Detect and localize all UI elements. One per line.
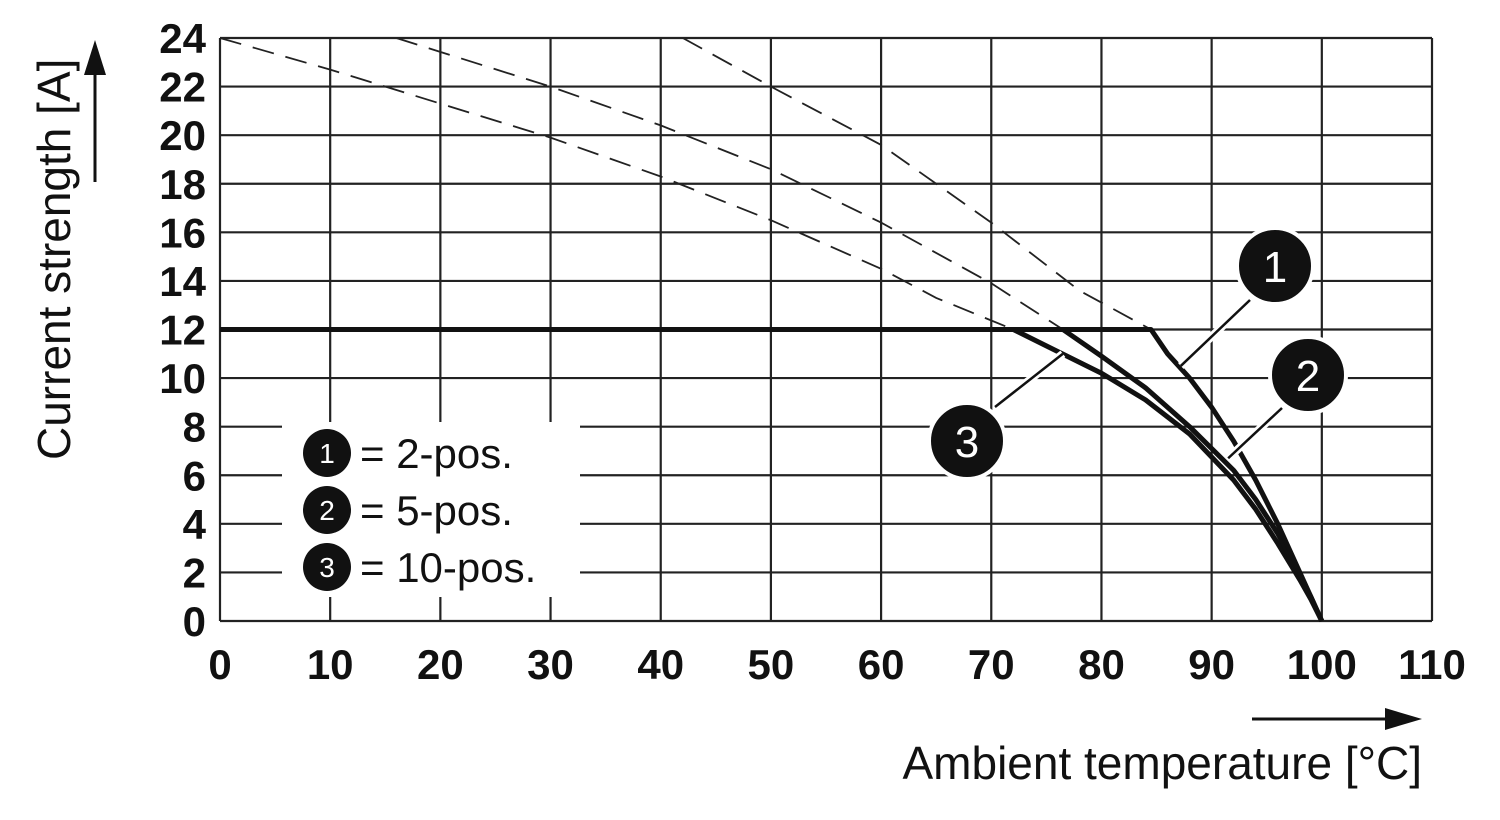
callout-number-1: 1 [1263,243,1287,292]
x-tick-30: 30 [527,641,574,688]
legend: 1 = 2-pos. 2 = 5-pos. 3 = 10-pos. [282,422,580,597]
callout-number-3: 3 [955,418,979,467]
y-tick-12: 12 [159,307,206,354]
series-line-1 [220,327,1325,623]
x-tick-60: 60 [858,641,905,688]
legend-number-2: 2 [319,495,335,526]
derating-curve-3 [219,37,1014,331]
legend-marker-2 [303,486,351,534]
y-tick-2: 2 [183,549,206,596]
x-tick-110: 110 [1398,641,1466,688]
x-tick-40: 40 [637,641,684,688]
chart-grid [218,36,1434,623]
callout-number-2: 2 [1296,352,1320,401]
callout-marker-1 [1235,226,1315,306]
y-tick-6: 6 [183,452,206,499]
legend-label-3: = 10-pos. [360,544,536,591]
y-tick-4: 4 [183,501,207,548]
callout-marker-3 [927,401,1007,481]
legend-label-2: = 5-pos. [360,487,513,534]
x-tick-labels: 0 10 20 30 40 50 60 70 80 90 100 110 [208,641,1466,688]
series-callouts: 1 2 3 [927,226,1348,481]
derating-curve-1 [682,37,1152,331]
x-axis-title: Ambient temperature [°C] [903,737,1423,789]
legend-label-1: = 2-pos. [360,430,513,477]
callout-marker-2 [1268,335,1348,415]
y-axis-arrow-head [84,40,106,75]
y-tick-16: 16 [159,209,206,256]
y-tick-24: 24 [159,15,206,62]
x-axis-arrow-head [1385,708,1422,730]
y-tick-0: 0 [183,598,206,645]
legend-number-3: 3 [319,552,335,583]
x-tick-90: 90 [1188,641,1235,688]
callout-leader-1 [1179,299,1251,367]
x-tick-50: 50 [748,641,795,688]
legend-marker-3 [303,543,351,591]
current-curves [220,327,1325,623]
derating-curves [219,37,1152,331]
legend-marker-1 [303,429,351,477]
callout-leader-3 [994,352,1064,408]
y-tick-18: 18 [159,161,206,208]
y-tick-10: 10 [159,355,206,402]
x-tick-10: 10 [307,641,354,688]
x-axis-title-group: Ambient temperature [°C] [903,708,1423,789]
x-tick-100: 100 [1287,641,1357,688]
y-tick-20: 20 [159,112,206,159]
x-tick-80: 80 [1078,641,1125,688]
legend-number-1: 1 [319,438,335,469]
y-axis-title-group: Current strength [A] [28,40,106,460]
y-tick-14: 14 [159,258,206,305]
x-tick-70: 70 [968,641,1015,688]
x-tick-20: 20 [417,641,464,688]
callout-leader-2 [1227,407,1283,460]
y-tick-8: 8 [183,404,206,451]
y-tick-22: 22 [159,64,206,111]
x-tick-0: 0 [208,641,231,688]
y-axis-title: Current strength [A] [28,59,80,460]
